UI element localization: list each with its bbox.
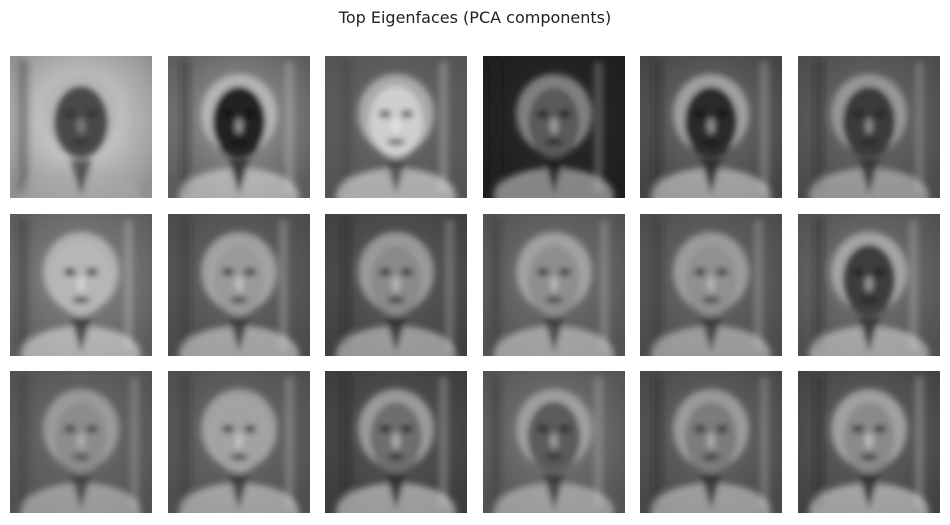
eigenface-image xyxy=(325,56,467,198)
eigenface-image xyxy=(167,56,310,198)
eigenface-tile xyxy=(167,371,310,513)
eigenface-image xyxy=(640,213,782,356)
eigenface-tile xyxy=(167,213,310,356)
eigenface-image xyxy=(10,56,152,198)
eigenface-image xyxy=(797,371,940,513)
eigenface-tile xyxy=(482,56,625,198)
eigenface-tile xyxy=(10,56,152,198)
eigenface-tile xyxy=(167,56,310,198)
eigenface-tile xyxy=(10,213,152,356)
eigenface-image xyxy=(797,56,940,198)
eigenface-image xyxy=(482,371,625,513)
eigenface-image xyxy=(797,213,940,356)
eigenface-tile xyxy=(325,371,467,513)
eigenface-image xyxy=(640,371,782,513)
eigenface-image xyxy=(167,213,310,356)
eigenface-tile xyxy=(325,213,467,356)
figure-title: Top Eigenfaces (PCA components) xyxy=(338,8,612,27)
eigenface-tile xyxy=(797,56,940,198)
eigenface-tile xyxy=(640,371,782,513)
eigenface-image xyxy=(482,56,625,198)
eigenface-tile xyxy=(797,371,940,513)
eigenface-image xyxy=(640,56,782,198)
eigenface-tile xyxy=(482,371,625,513)
eigenface-tile xyxy=(10,371,152,513)
eigenface-tile xyxy=(482,213,625,356)
eigenface-tile xyxy=(640,56,782,198)
eigenface-tile xyxy=(797,213,940,356)
eigenface-image xyxy=(325,213,467,356)
eigenface-grid xyxy=(10,56,940,513)
eigenface-image xyxy=(482,213,625,356)
eigenface-image xyxy=(167,371,310,513)
eigenface-tile xyxy=(640,213,782,356)
eigenface-image xyxy=(10,213,152,356)
eigenface-image xyxy=(10,371,152,513)
eigenface-image xyxy=(325,371,467,513)
eigenface-tile xyxy=(325,56,467,198)
